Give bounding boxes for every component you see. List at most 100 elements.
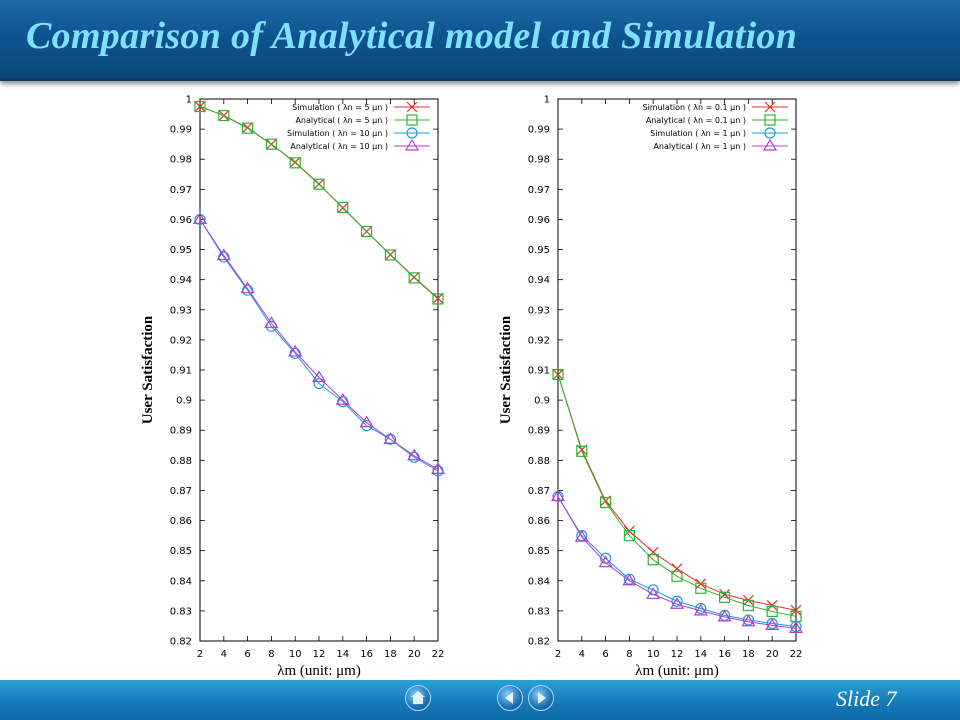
legend-label: Analytical ( λn = 0.1 μn ) [646, 116, 746, 125]
y-tick-label: 0.83 [528, 606, 550, 617]
x-tick-label: 22 [432, 649, 445, 660]
data-point [576, 445, 588, 457]
previous-icon [505, 692, 513, 704]
data-point [313, 377, 325, 390]
y-tick-label: 0.83 [170, 606, 192, 617]
y-tick-label: 0.95 [170, 245, 192, 256]
data-point [671, 563, 683, 575]
home-button[interactable] [405, 685, 431, 711]
y-tick-label: 1 [544, 95, 550, 106]
legend-marker [764, 101, 776, 113]
title-bar: Comparison of Analytical model and Simul… [0, 0, 960, 81]
x-tick-label: 4 [221, 649, 227, 660]
series-line [557, 496, 797, 628]
y-tick-label: 0.89 [170, 426, 192, 437]
legend-label: Simulation ( λn = 0.1 μn ) [642, 103, 746, 112]
data-point [264, 316, 279, 328]
previous-button[interactable] [497, 685, 523, 711]
data-point [671, 570, 683, 582]
data-point [766, 600, 778, 611]
y-tick-label: 0.96 [528, 215, 550, 226]
home-icon [411, 691, 425, 704]
data-point [216, 248, 231, 261]
data-point [647, 554, 659, 566]
legend-marker [406, 101, 418, 113]
y-tick-label: 0.99 [170, 125, 192, 136]
data-point [218, 109, 230, 122]
x-axis-label: λm (unit: μm) [635, 663, 719, 679]
data-point [265, 138, 277, 150]
y-tick-label: 0.84 [170, 576, 192, 587]
data-point [192, 212, 208, 225]
data-point [288, 344, 303, 357]
x-tick-label: 22 [790, 649, 803, 660]
y-tick-label: 0.85 [170, 546, 192, 557]
data-point [622, 573, 637, 586]
legend-marker [404, 138, 420, 151]
x-tick-label: 14 [336, 649, 349, 660]
footer-bar [0, 680, 960, 720]
x-axis-label: λm (unit: μm) [277, 663, 361, 679]
y-tick-label: 0.82 [528, 637, 550, 648]
x-tick-label: 16 [718, 649, 731, 660]
legend-label: Simulation ( λn = 5 μn ) [292, 103, 388, 112]
plot-frame [557, 98, 797, 642]
data-point [741, 614, 756, 627]
series-2 [552, 368, 802, 622]
x-tick-label: 2 [555, 649, 561, 660]
data-point [695, 582, 707, 594]
y-tick-label: 0.99 [528, 125, 550, 136]
series-line [557, 496, 797, 629]
x-tick-label: 12 [313, 649, 326, 660]
x-tick-label: 8 [268, 649, 274, 660]
data-point [766, 605, 778, 618]
data-point [790, 604, 802, 616]
data-point [695, 602, 707, 615]
x-tick-label: 18 [384, 649, 397, 660]
y-tick-label: 0.87 [528, 486, 550, 497]
y-tick-label: 0.94 [528, 275, 550, 286]
slide-number: Slide 7 [836, 686, 897, 711]
x-tick-label: 18 [742, 649, 755, 660]
y-tick-label: 0.92 [170, 335, 192, 346]
data-point [552, 368, 564, 381]
y-tick-label: 0.93 [528, 305, 550, 316]
y-tick-label: 0.95 [528, 245, 550, 256]
y-tick-label: 0.96 [170, 215, 192, 226]
data-point [432, 293, 444, 305]
data-point [361, 225, 373, 238]
data-point [598, 555, 613, 568]
series-2 [194, 100, 444, 305]
data-point [717, 609, 732, 622]
plot-frame [199, 98, 439, 642]
y-axis-label: User Satisfaction [498, 315, 514, 424]
slide-title: Comparison of Analytical model and Simul… [26, 15, 798, 57]
next-button[interactable] [528, 685, 554, 711]
y-tick-label: 0.84 [528, 576, 550, 587]
data-point [335, 392, 350, 405]
data-point [430, 462, 446, 474]
legend-marker [762, 138, 778, 151]
series-line [199, 219, 439, 470]
y-tick-label: 0.86 [170, 516, 192, 527]
legend-marker [406, 127, 418, 139]
y-tick-label: 0.82 [170, 637, 192, 648]
data-point [765, 618, 780, 630]
data-point [289, 157, 301, 169]
data-point [719, 591, 731, 603]
data-point [313, 178, 325, 190]
x-tick-label: 2 [197, 649, 203, 660]
data-point [408, 272, 420, 284]
x-tick-label: 8 [626, 649, 632, 660]
x-tick-label: 16 [360, 649, 373, 660]
legend-marker [764, 114, 776, 126]
y-tick-label: 0.98 [170, 155, 192, 166]
y-tick-label: 0.86 [528, 516, 550, 527]
y-tick-label: 0.89 [528, 426, 550, 437]
data-point [693, 603, 708, 616]
x-tick-label: 14 [694, 649, 707, 660]
x-tick-label: 20 [408, 649, 421, 660]
series-line [199, 106, 439, 300]
series-4 [550, 489, 804, 633]
legend-label: Analytical ( λn = 1 μn ) [653, 142, 746, 151]
